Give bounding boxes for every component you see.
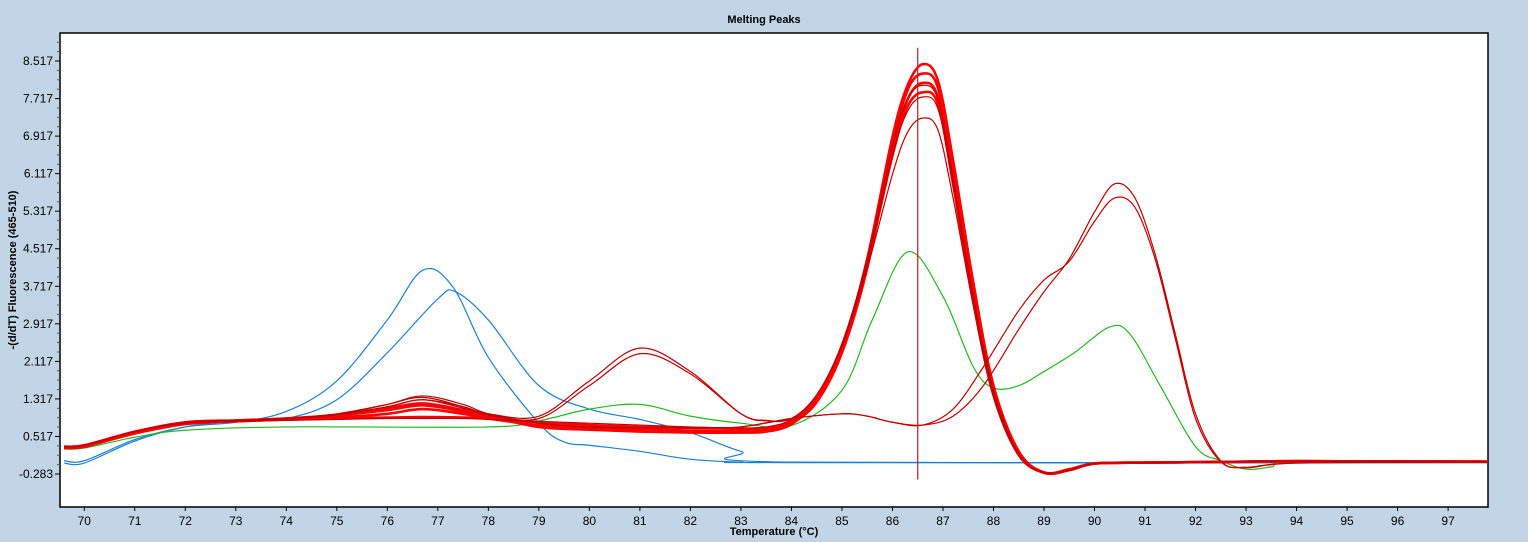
series-group: [63, 62, 1488, 476]
y-tick-label: 0.517: [23, 429, 53, 443]
x-tick-label: 82: [684, 514, 698, 528]
x-axis: 70 71 72 73 74 75 76 77 78 79 80 81 82 83 84 85 86 87 88 89…: [78, 507, 1455, 528]
x-tick-label: 79: [532, 514, 546, 528]
x-tick-label: 83: [734, 514, 748, 528]
x-tick-label: 70: [78, 514, 92, 528]
x-tick-label: 85: [835, 514, 849, 528]
x-tick-label: 77: [431, 514, 445, 528]
x-axis-label: Temperature (°C): [730, 526, 819, 538]
x-tick-label: 71: [128, 514, 142, 528]
y-tick-label: -0.283: [19, 467, 53, 481]
x-tick-label: 95: [1340, 514, 1354, 528]
series-line-red-I: [63, 196, 1488, 469]
y-tick-label: 2.117: [24, 354, 53, 368]
x-tick-label: 87: [936, 514, 950, 528]
y-axis: -0.283 0.517 1.317 2.117 2.917 3.717 4.517 5.31…: [19, 41, 60, 481]
plot-area: [59, 32, 1489, 508]
x-tick-label: 78: [482, 514, 496, 528]
x-tick-label: 80: [583, 514, 597, 528]
x-tick-label: 73: [229, 514, 243, 528]
y-tick-label: 6.917: [23, 129, 53, 143]
y-tick-label: 3.717: [23, 279, 53, 293]
chart-title: Melting Peaks: [727, 14, 800, 26]
x-tick-label: 86: [886, 514, 900, 528]
x-tick-label: 72: [179, 514, 193, 528]
x-tick-label: 81: [633, 514, 647, 528]
y-tick-label: 8.517: [23, 54, 53, 68]
x-tick-label: 88: [987, 514, 1001, 528]
y-axis-label: -(d/dT) Fluorescence (465-510): [7, 190, 19, 349]
x-tick-label: 91: [1138, 514, 1152, 528]
y-tick-label: 1.317: [23, 392, 53, 406]
x-tick-label: 90: [1088, 514, 1102, 528]
series-line-blue-1: [63, 267, 1488, 464]
y-tick-label: 5.317: [23, 204, 53, 218]
x-tick-label: 75: [330, 514, 344, 528]
y-tick-label: 2.917: [23, 317, 53, 331]
x-tick-label: 94: [1290, 514, 1304, 528]
x-tick-label: 74: [280, 514, 294, 528]
x-tick-label: 76: [381, 514, 395, 528]
x-tick-label: 97: [1441, 514, 1455, 528]
x-tick-label: 89: [1037, 514, 1051, 528]
x-tick-label: 96: [1391, 514, 1405, 528]
x-tick-label: 84: [785, 514, 799, 528]
series-line-blue-2: [63, 289, 1488, 466]
y-tick-label: 6.117: [24, 167, 53, 181]
x-tick-label: 92: [1189, 514, 1203, 528]
y-tick-label: 7.717: [23, 92, 53, 106]
y-tick-label: 4.517: [23, 242, 53, 256]
x-tick-label: 93: [1239, 514, 1253, 528]
